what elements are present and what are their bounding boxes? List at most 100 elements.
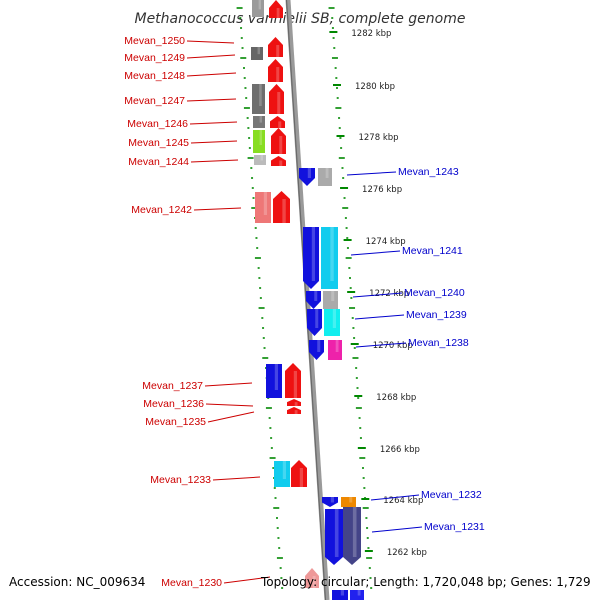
gene-shading xyxy=(276,45,280,57)
gene-mevan-1246[interactable] xyxy=(253,116,265,128)
gene-shading xyxy=(259,130,262,145)
gene-label-mevan-1230[interactable]: Mevan_1230 xyxy=(161,577,222,589)
gene-label-mevan-1243[interactable]: Mevan_1243 xyxy=(398,166,459,178)
gene-label-mevan-1246[interactable]: Mevan_1246 xyxy=(127,118,188,130)
gene-mevan-1242b[interactable] xyxy=(273,191,290,223)
gene-mevan-1243[interactable] xyxy=(299,168,315,186)
gene-features xyxy=(251,0,364,600)
gene-mevan-1249[interactable] xyxy=(251,47,263,60)
leader-line xyxy=(186,54,236,59)
gene-shading xyxy=(311,227,315,281)
gene-label-mevan-1240[interactable]: Mevan_1240 xyxy=(404,287,465,299)
gene-label-mevan-1248[interactable]: Mevan_1248 xyxy=(124,70,185,82)
gene-mevan-1239b[interactable] xyxy=(324,309,340,336)
gene-mevan-1239[interactable] xyxy=(307,309,322,336)
gene-shading xyxy=(282,461,286,479)
leader-line xyxy=(346,171,397,176)
gene-shading xyxy=(335,340,339,352)
gene-mevan-1232b[interactable] xyxy=(341,497,356,507)
topology-text: Topology: circular; Length: 1,720,048 bp… xyxy=(260,575,591,589)
gene-shading xyxy=(314,291,318,301)
accession-text: Accession: NC_009634 xyxy=(9,575,145,589)
gene-mevan-1232[interactable] xyxy=(322,497,338,507)
gene-mevan-1244[interactable] xyxy=(254,155,266,165)
gene-mevan-1250[interactable] xyxy=(268,37,283,57)
gene-label-mevan-1238[interactable]: Mevan_1238 xyxy=(408,337,469,349)
gene-mevan-1237b[interactable] xyxy=(285,363,301,398)
gene-shading xyxy=(330,227,334,281)
leader-line xyxy=(223,576,271,584)
leader-line xyxy=(186,98,237,102)
gene-mevan-1237[interactable] xyxy=(266,364,282,398)
leader-line xyxy=(212,476,261,481)
gene-shading xyxy=(293,371,297,398)
gene-mevan-1235[interactable] xyxy=(287,407,301,414)
leader-line xyxy=(207,411,255,423)
scale-tick-label: 1264 kbp xyxy=(383,496,423,506)
gene-label-mevan-1232[interactable]: Mevan_1232 xyxy=(421,489,482,501)
leader-line xyxy=(354,314,405,320)
gene-mevan-1248[interactable] xyxy=(268,59,283,82)
gene-mevan-1238[interactable] xyxy=(309,340,324,360)
gene-bottom-blue[interactable] xyxy=(332,590,348,600)
gene-mevan-1236[interactable] xyxy=(287,399,301,406)
leader-line xyxy=(186,40,235,44)
gene-label-mevan-1245[interactable]: Mevan_1245 xyxy=(128,137,189,149)
gene-label-mevan-1244[interactable]: Mevan_1244 xyxy=(128,156,189,168)
gene-shading xyxy=(317,340,321,352)
gene-mevan-1244b[interactable] xyxy=(271,156,286,166)
gene-label-mevan-1237[interactable]: Mevan_1237 xyxy=(142,380,203,392)
gene-label-mevan-1247[interactable]: Mevan_1247 xyxy=(124,95,185,107)
gene-bottom-blue2[interactable] xyxy=(350,590,364,600)
gene-mevan-1242[interactable] xyxy=(255,192,271,223)
gene-label-mevan-1236[interactable]: Mevan_1236 xyxy=(143,398,204,410)
gene-shading xyxy=(330,497,334,503)
gene-label-mevan-1231[interactable]: Mevan_1231 xyxy=(424,521,485,533)
gene-mevan-1238b[interactable] xyxy=(328,340,342,360)
gene-mevan-1240b[interactable] xyxy=(323,291,338,309)
scale-tick-label: 1278 kbp xyxy=(358,133,398,143)
gene-label-mevan-1239[interactable]: Mevan_1239 xyxy=(406,309,467,321)
leader-line xyxy=(189,121,238,125)
gene-mevan-1240[interactable] xyxy=(306,291,321,309)
gene-label-mevan-1233[interactable]: Mevan_1233 xyxy=(150,474,211,486)
leader-line xyxy=(193,207,242,211)
scale-tick-label: 1268 kbp xyxy=(376,393,416,403)
leader-line xyxy=(371,526,423,533)
leader-line xyxy=(370,494,420,501)
leader-line xyxy=(355,342,407,348)
scale-tick-label: 1266 kbp xyxy=(380,445,420,455)
gene-shading xyxy=(294,402,298,406)
gene-shading xyxy=(282,199,286,223)
gene-mevan-1250-top[interactable] xyxy=(269,0,283,18)
gene-shading xyxy=(259,84,262,106)
gene-mevan-1241[interactable] xyxy=(303,227,319,289)
gene-label-mevan-1249[interactable]: Mevan_1249 xyxy=(124,52,185,64)
gene-mevan-1247[interactable] xyxy=(252,84,265,114)
gene-shading xyxy=(276,67,280,82)
gene-shading xyxy=(312,576,316,588)
gene-grey-top[interactable] xyxy=(252,0,264,17)
gene-mevan-1233[interactable] xyxy=(274,461,290,487)
gene-label-mevan-1241[interactable]: Mevan_1241 xyxy=(402,245,463,257)
gene-mevan-1230[interactable] xyxy=(305,568,319,588)
gene-mevan-1241b[interactable] xyxy=(321,227,338,289)
gene-shading xyxy=(259,116,262,123)
gene-mevan-1245[interactable] xyxy=(253,130,265,153)
gene-mevan-1231b[interactable] xyxy=(343,507,361,565)
gene-shading xyxy=(260,155,263,161)
gene-shading xyxy=(307,168,311,178)
gene-label-mevan-1250[interactable]: Mevan_1250 xyxy=(124,35,185,47)
scale-tick-label: 1282 kbp xyxy=(351,29,391,39)
gene-mevan-1247b[interactable] xyxy=(269,84,284,114)
gene-mevan-1246b[interactable] xyxy=(270,116,285,128)
gene-shading xyxy=(340,590,344,596)
gene-mevan-1231[interactable] xyxy=(325,509,343,565)
gene-mevan-1245b[interactable] xyxy=(271,128,286,154)
gene-shading xyxy=(294,410,298,414)
gene-mevan-1243b[interactable] xyxy=(318,168,332,186)
gene-shading xyxy=(277,92,281,114)
gene-label-mevan-1242[interactable]: Mevan_1242 xyxy=(131,204,192,216)
gene-label-mevan-1235[interactable]: Mevan_1235 xyxy=(145,416,206,428)
gene-mevan-1233b[interactable] xyxy=(291,460,307,487)
